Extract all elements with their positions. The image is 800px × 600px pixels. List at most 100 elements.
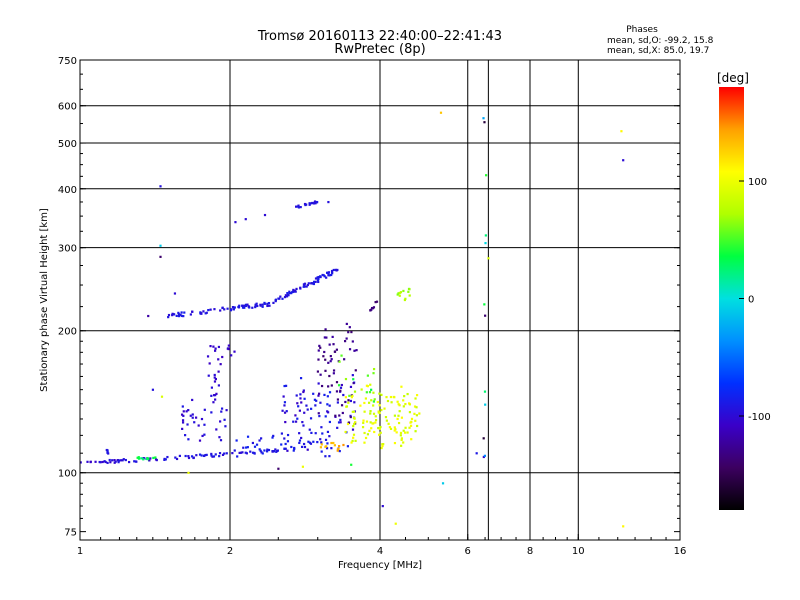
data-point <box>244 304 247 308</box>
data-point <box>211 455 214 458</box>
data-point <box>171 312 174 315</box>
data-point <box>239 451 243 454</box>
data-point <box>277 297 280 300</box>
data-point <box>277 467 280 470</box>
data-point <box>353 417 356 420</box>
data-point <box>217 358 220 361</box>
data-point <box>312 280 316 283</box>
data-point <box>402 405 405 408</box>
data-point <box>364 397 367 400</box>
data-point <box>258 439 261 442</box>
data-point <box>310 431 313 434</box>
data-point <box>274 298 278 301</box>
data-point <box>403 298 407 302</box>
data-point <box>351 340 354 343</box>
data-point <box>203 423 206 426</box>
data-point <box>299 206 302 209</box>
data-point <box>302 442 306 446</box>
data-point <box>352 424 355 428</box>
data-point <box>393 429 396 432</box>
data-point <box>268 304 271 307</box>
data-point <box>285 410 288 413</box>
data-point <box>224 425 227 428</box>
data-point <box>325 336 328 339</box>
data-point <box>393 441 397 445</box>
data-point <box>330 269 334 273</box>
data-point <box>286 292 289 295</box>
data-point <box>261 303 264 306</box>
data-point <box>301 420 304 424</box>
data-point <box>484 403 487 406</box>
data-point <box>369 412 372 415</box>
data-point <box>105 448 108 452</box>
data-point <box>220 410 223 413</box>
data-point <box>114 460 117 463</box>
data-point <box>213 380 217 383</box>
data-point <box>485 174 488 177</box>
data-point <box>197 424 200 427</box>
data-point <box>319 373 322 376</box>
data-point <box>328 435 331 438</box>
data-point <box>296 417 299 420</box>
data-point <box>347 399 350 402</box>
phase-info-x: mean, sd,X: 85.0, 19.7 <box>607 46 709 56</box>
data-point <box>386 399 390 403</box>
data-point <box>227 344 230 347</box>
data-point <box>339 386 343 389</box>
data-point <box>402 289 405 293</box>
data-point <box>475 452 478 455</box>
data-point <box>284 384 288 387</box>
data-point <box>288 291 291 295</box>
data-point <box>281 409 284 412</box>
data-point <box>94 460 97 463</box>
data-point <box>221 355 224 359</box>
data-point <box>298 432 301 435</box>
data-point <box>317 412 320 415</box>
data-point <box>315 399 318 402</box>
data-point <box>174 456 177 459</box>
data-point <box>320 441 323 444</box>
data-point <box>292 449 295 452</box>
data-point <box>307 440 310 443</box>
data-point <box>210 411 213 414</box>
data-point <box>205 453 208 456</box>
data-point <box>261 305 264 308</box>
data-point <box>302 424 305 427</box>
data-point <box>181 421 185 424</box>
data-point <box>330 358 333 361</box>
data-point <box>253 445 257 448</box>
data-point <box>298 439 302 442</box>
data-point <box>283 401 287 404</box>
data-point <box>415 406 418 409</box>
data-point <box>327 361 330 364</box>
y-tick-label: 600 <box>58 102 77 113</box>
y-tick-label: 300 <box>58 244 77 255</box>
axis-ticks: 1 2 4 6 8 10 16 75 100 200 300 400 500 600 750 <box>58 56 686 557</box>
data-point <box>249 450 252 453</box>
data-point <box>271 450 274 453</box>
data-point <box>622 159 625 162</box>
data-point <box>332 268 335 272</box>
data-point <box>350 441 353 444</box>
data-point <box>186 423 189 426</box>
data-point <box>316 279 319 282</box>
data-point <box>398 294 401 297</box>
data-point <box>118 459 121 462</box>
data-point <box>276 449 279 453</box>
data-point <box>284 294 287 297</box>
data-point <box>248 306 251 309</box>
data-point <box>317 280 320 284</box>
data-point <box>294 420 298 423</box>
data-point <box>316 440 319 444</box>
data-point <box>128 460 131 464</box>
data-point <box>346 422 350 426</box>
data-point <box>343 358 346 361</box>
data-point <box>164 458 167 461</box>
data-point <box>238 451 241 455</box>
data-point <box>347 421 351 424</box>
data-point <box>345 322 348 326</box>
data-point <box>266 302 269 305</box>
data-point <box>337 421 341 424</box>
data-point <box>328 274 331 277</box>
data-point <box>312 202 316 205</box>
